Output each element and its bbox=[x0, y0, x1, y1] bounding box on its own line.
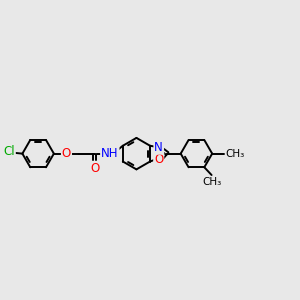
Text: CH₃: CH₃ bbox=[226, 148, 245, 159]
Text: O: O bbox=[90, 162, 99, 175]
Text: NH: NH bbox=[101, 147, 118, 160]
Text: O: O bbox=[154, 154, 164, 166]
Text: N: N bbox=[154, 141, 163, 154]
Text: CH₃: CH₃ bbox=[202, 177, 221, 188]
Text: O: O bbox=[62, 147, 71, 160]
Text: Cl: Cl bbox=[3, 145, 15, 158]
